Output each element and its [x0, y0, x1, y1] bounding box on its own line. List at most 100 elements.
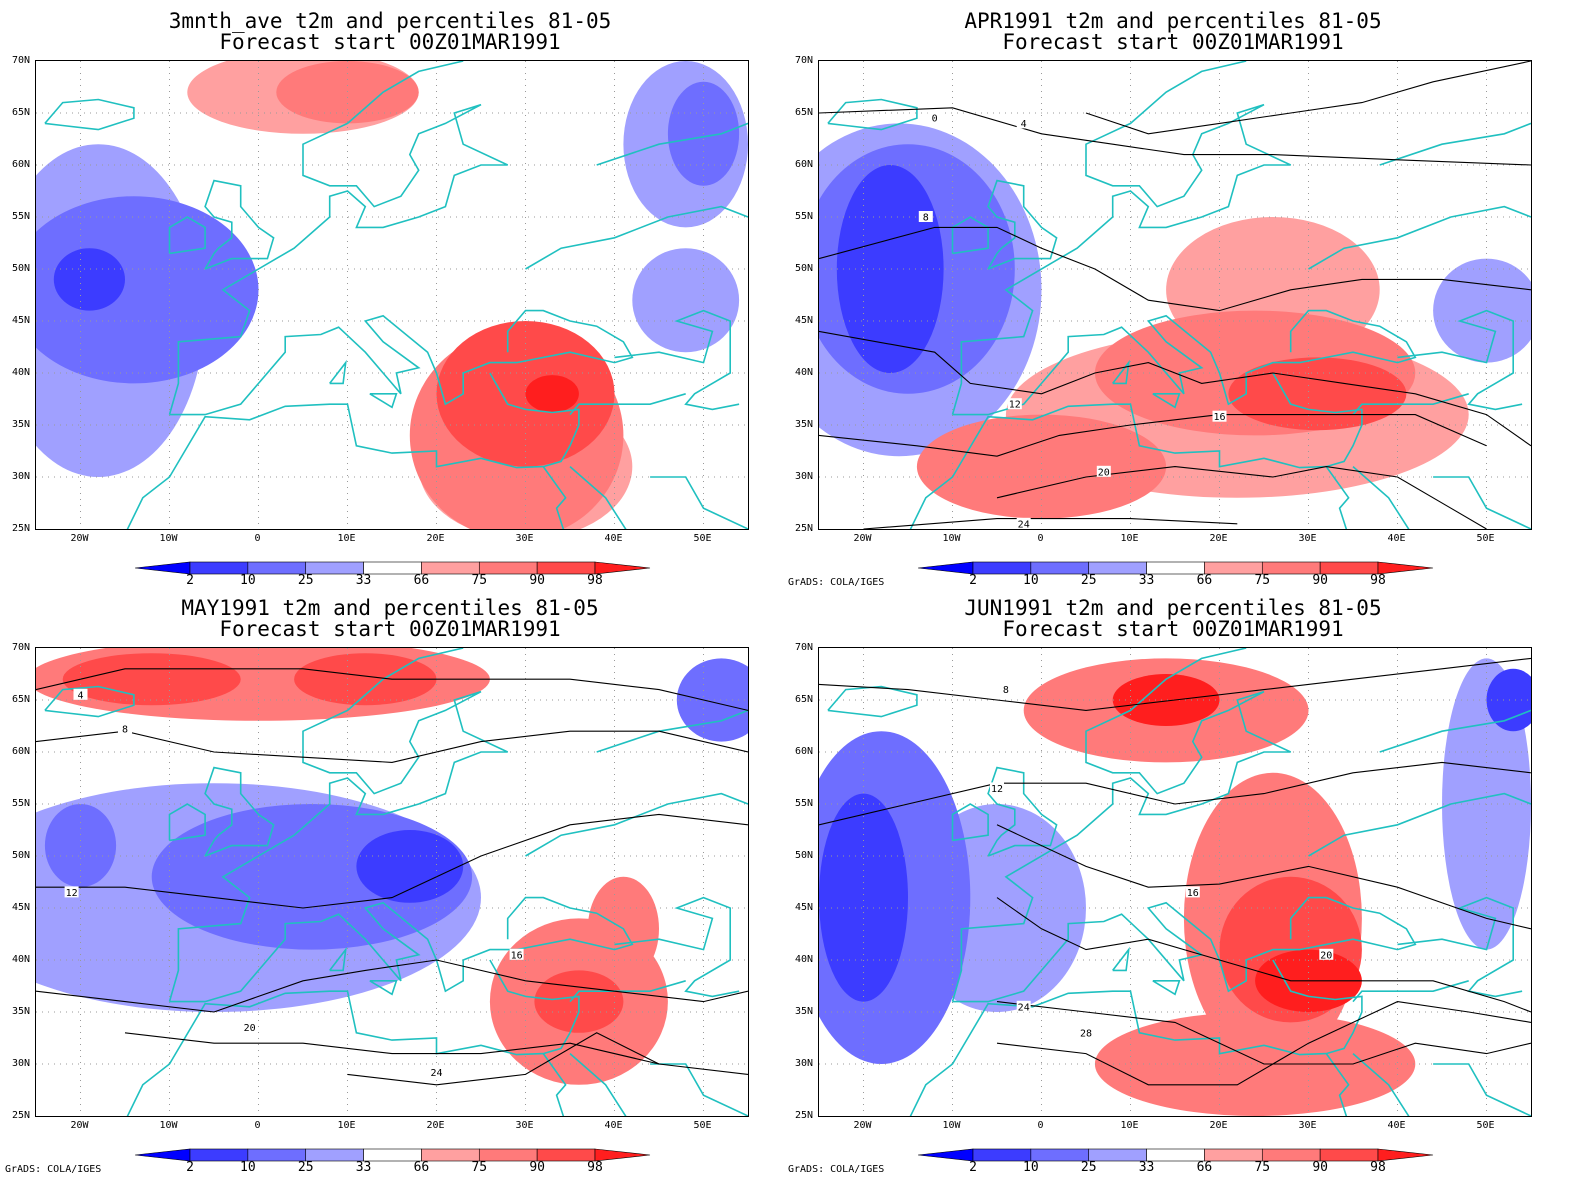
- isotherm-label: 20: [1098, 467, 1110, 478]
- latitude-label: 25N: [11, 523, 30, 534]
- isotherm-line: [996, 1001, 1531, 1065]
- map-canvas: 4 0 8 12 16 20 24: [819, 61, 1531, 529]
- warm-anomaly-area: [62, 653, 241, 706]
- coastline: [1308, 792, 1531, 857]
- percentile-map: [35, 60, 749, 530]
- coastline: [44, 685, 135, 718]
- panel-subtitle: Forecast start 00Z01MAR1991: [219, 30, 561, 54]
- latitude-label: 60N: [11, 159, 30, 170]
- isotherm-label: 4: [1021, 119, 1027, 130]
- longitude-label: 40E: [604, 1120, 623, 1131]
- panel-subtitle: Forecast start 00Z01MAR1991: [1002, 617, 1344, 641]
- coastline: [650, 1063, 748, 1116]
- isotherm-label-bg: [64, 886, 79, 898]
- isotherm-label-bg: [1319, 948, 1334, 960]
- colorbar-label: 10: [240, 1160, 256, 1175]
- coastline: [827, 685, 918, 718]
- isotherm-label: 16: [1213, 412, 1225, 423]
- isotherm-label-bg: [1007, 398, 1022, 410]
- latitude-label: 45N: [11, 315, 30, 326]
- coastline: [169, 896, 634, 1003]
- colorbar-swatch: [1146, 1148, 1205, 1162]
- map-canvas: 4 8 12 16 20 24: [36, 648, 748, 1116]
- colorbar-label: 33: [1138, 1160, 1155, 1175]
- coastline: [204, 766, 275, 857]
- isotherm-line: [124, 1032, 748, 1075]
- colorbar-label: 90: [1312, 573, 1328, 588]
- grads-credit: GrADS: COLA/IGES: [5, 1164, 102, 1175]
- isotherm-line: [36, 668, 748, 711]
- longitude-label: 50E: [693, 1120, 712, 1131]
- coastline: [542, 466, 567, 529]
- latitude-label: 55N: [794, 798, 813, 809]
- coastline: [1379, 709, 1531, 753]
- coastline: [1352, 393, 1469, 416]
- latitude-label: 35N: [11, 1006, 30, 1017]
- coastline: [951, 803, 989, 842]
- longitude-label: 10W: [159, 533, 178, 544]
- latitude-label: 60N: [11, 746, 30, 757]
- isotherm-label-bg: [1079, 1026, 1093, 1038]
- coastline: [1308, 205, 1531, 270]
- colorbar-swatch: [134, 561, 191, 575]
- longitude-label: 20E: [1209, 1120, 1228, 1131]
- map-panel-4: JUN1991 t2m and percentiles 81-05 Forecas…: [783, 587, 1583, 1187]
- colorbar-label: 2: [969, 1160, 977, 1175]
- panel-subtitle: Forecast start 00Z01MAR1991: [219, 617, 561, 641]
- coastline: [329, 946, 347, 972]
- latitude-label: 35N: [794, 419, 813, 430]
- colorbar-label: 25: [1080, 573, 1097, 588]
- latitude-label: 50N: [794, 263, 813, 274]
- latitude-label: 55N: [11, 211, 30, 222]
- longitude-label: 10E: [337, 533, 356, 544]
- longitude-label: 0: [1037, 533, 1044, 544]
- colorbar: [134, 1147, 652, 1166]
- coastline: [168, 216, 206, 255]
- longitude-label: 20W: [853, 1120, 872, 1131]
- isotherm-line: [36, 813, 748, 909]
- coastline: [569, 465, 627, 529]
- grads-credit: GrADS: COLA/IGES: [788, 1164, 885, 1175]
- coastline: [44, 98, 135, 131]
- coastline: [1112, 946, 1130, 972]
- coastline: [168, 61, 509, 415]
- isotherm-label: 16: [1187, 888, 1199, 899]
- longitude-label: 0: [254, 533, 261, 544]
- isotherm-label-bg: [118, 723, 132, 735]
- longitude-label: 40E: [1387, 1120, 1406, 1131]
- colorbar: [917, 1147, 1435, 1166]
- isotherm-label-bg: [429, 1066, 444, 1078]
- isotherm-line: [819, 414, 1487, 457]
- latitude-label: 70N: [11, 55, 30, 66]
- coastline: [1352, 465, 1410, 529]
- longitude-label: 20E: [426, 533, 445, 544]
- latitude-label: 65N: [794, 107, 813, 118]
- isotherm-label: 20: [244, 1023, 256, 1034]
- cold-anomaly-area: [632, 248, 740, 353]
- colorbar-label: 10: [1023, 573, 1039, 588]
- colorbar-label: 66: [413, 1160, 430, 1175]
- colorbar-label: 33: [355, 1160, 372, 1175]
- coastline: [369, 980, 398, 996]
- coastline: [329, 359, 347, 385]
- map-canvas: [36, 61, 748, 529]
- isotherm-line: [819, 226, 1531, 312]
- isotherm-label: 8: [1003, 685, 1009, 696]
- colorbar-swatch: [1377, 561, 1434, 575]
- coastline: [952, 896, 1417, 1003]
- warm-anomaly-area: [1094, 1012, 1416, 1116]
- percentile-map: 8 12 16 20 24 28: [818, 647, 1532, 1117]
- isotherm-line: [996, 824, 1531, 930]
- latitude-label: 55N: [11, 798, 30, 809]
- cold-anomaly-area: [1486, 668, 1531, 732]
- latitude-label: 50N: [794, 850, 813, 861]
- isotherm-label-bg: [509, 948, 524, 960]
- map-canvas: 8 12 16 20 24 28: [819, 648, 1531, 1116]
- warm-anomaly-area: [436, 321, 615, 467]
- colorbar-swatch: [305, 561, 364, 575]
- colorbar-label: 90: [529, 573, 545, 588]
- coastline: [369, 393, 398, 409]
- coastline: [1397, 309, 1523, 411]
- coastline: [1325, 466, 1350, 529]
- longitude-label: 40E: [604, 533, 623, 544]
